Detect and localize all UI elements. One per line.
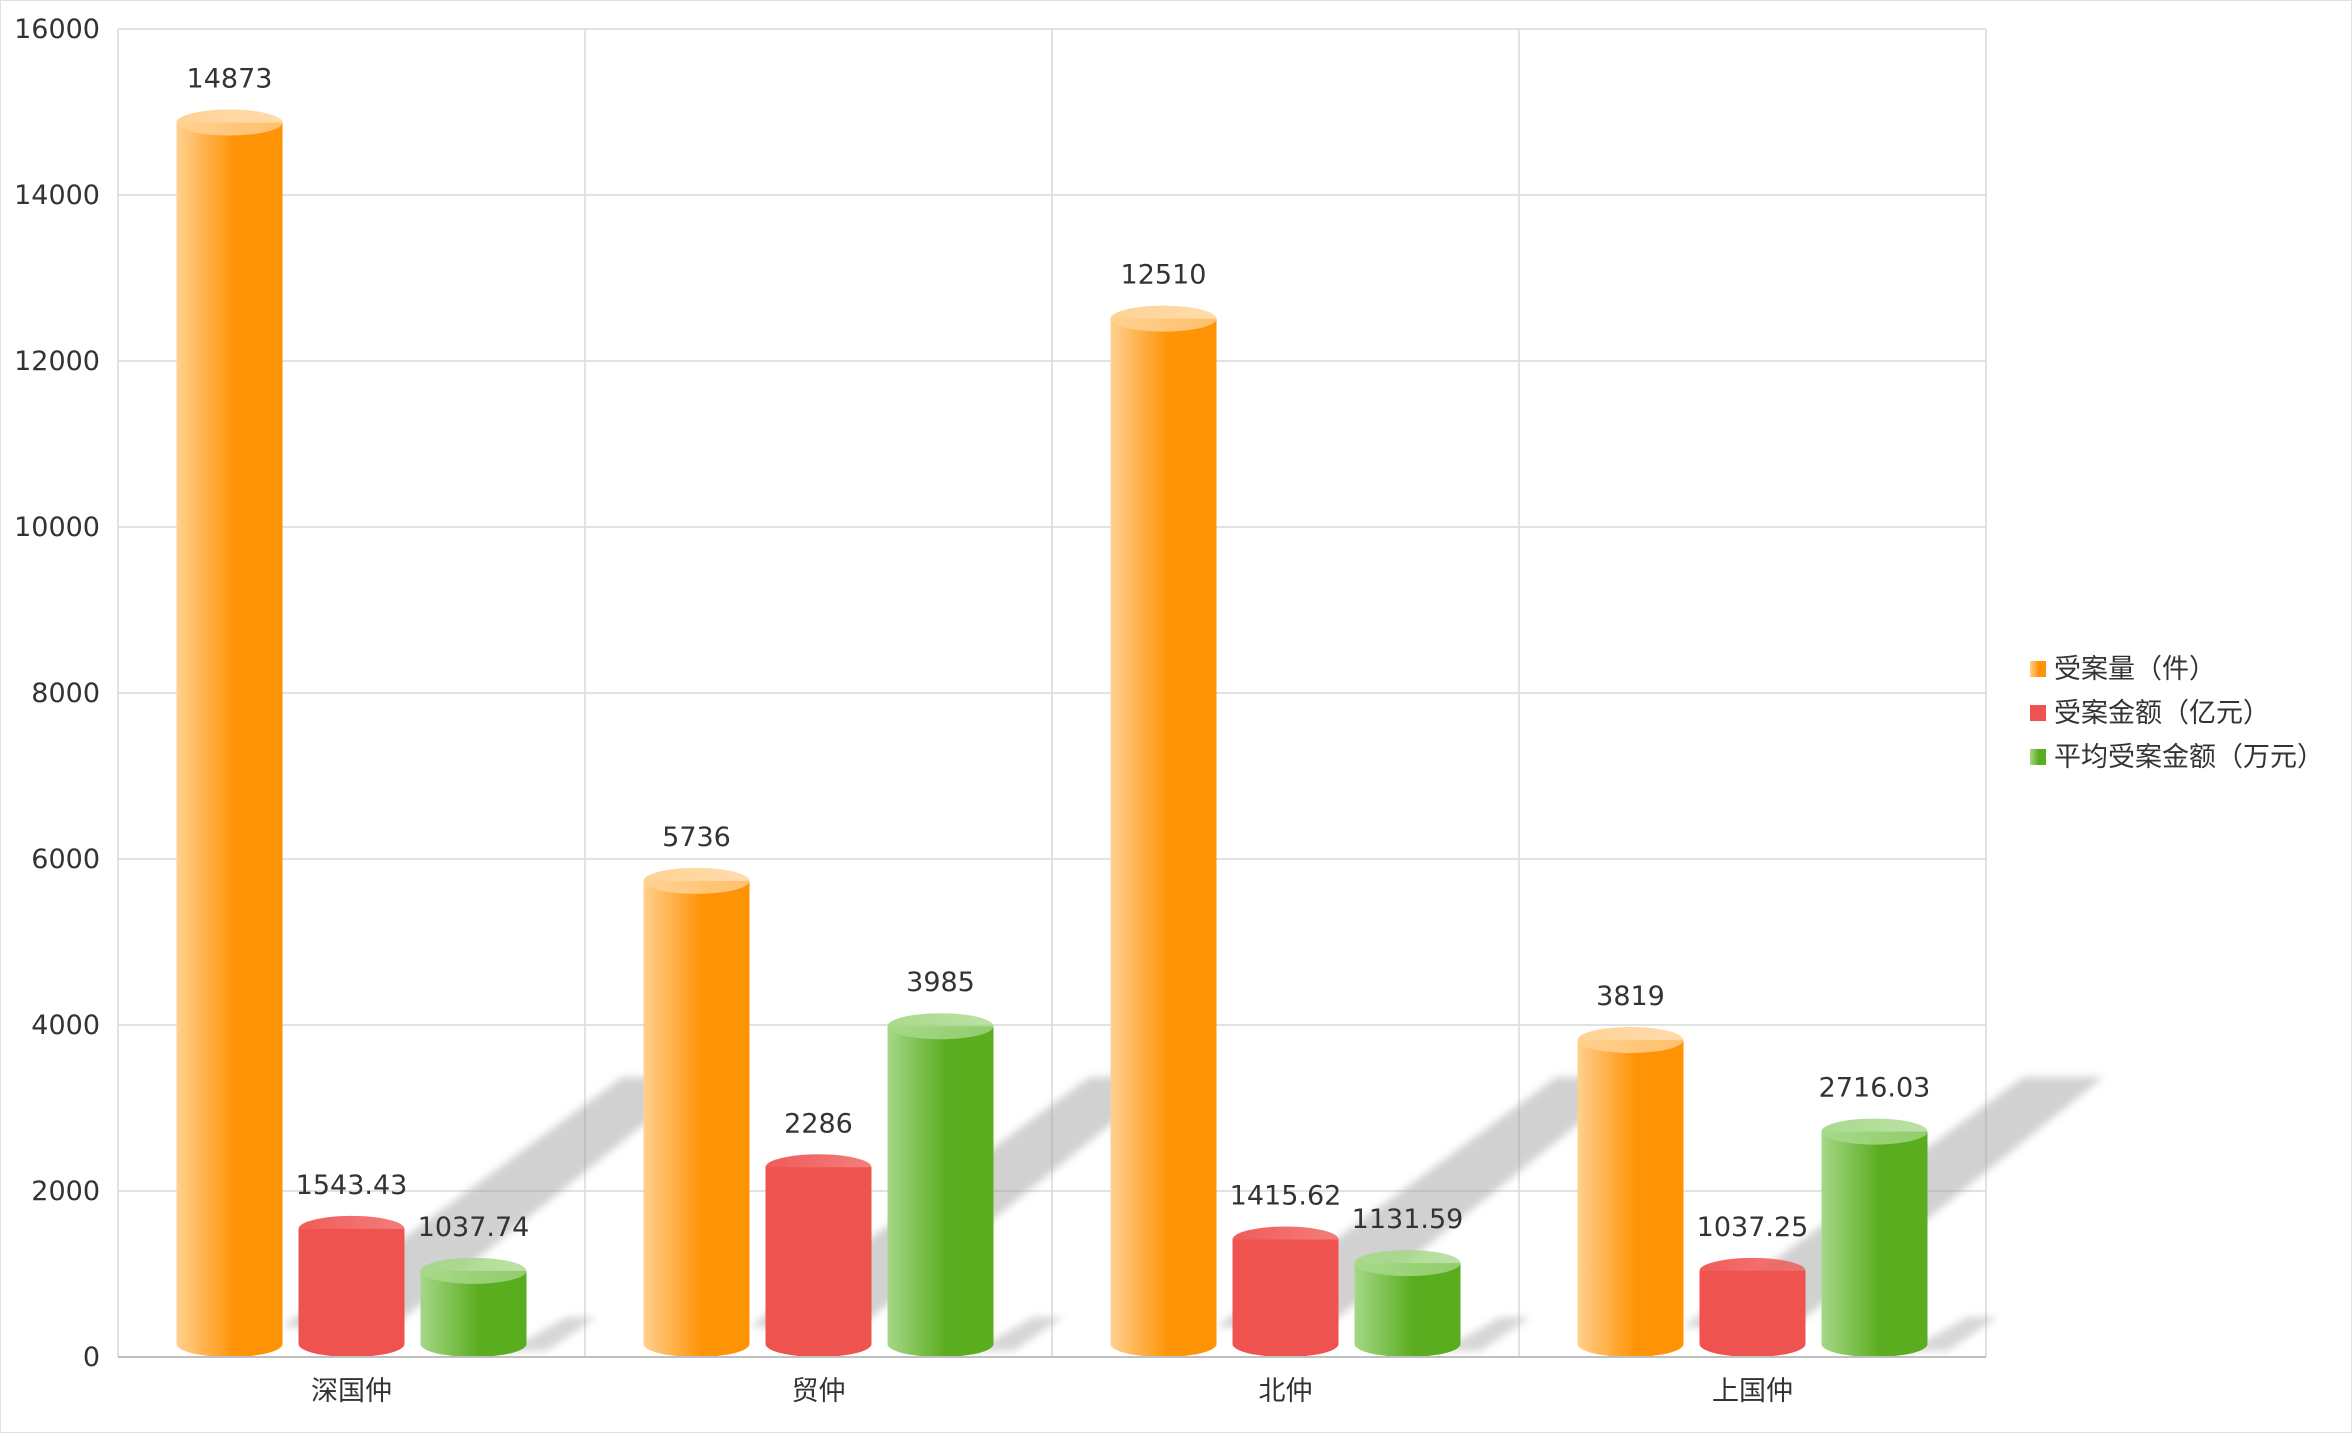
legend-item[interactable]: 受案量（件） [2030, 654, 2216, 685]
bar-body [1232, 1239, 1339, 1358]
bar-body [1699, 1270, 1806, 1358]
data-label: 1415.62 [1230, 1181, 1342, 1212]
bar-body [1110, 318, 1217, 1358]
bar[interactable] [1821, 1118, 1928, 1358]
bar-body [887, 1026, 994, 1358]
bar-top [1354, 1250, 1461, 1277]
bar[interactable] [1354, 1250, 1461, 1358]
bar-top [298, 1215, 405, 1242]
bar-top [887, 1013, 994, 1040]
y-tick-label: 2000 [31, 1176, 100, 1207]
bar-top [1577, 1027, 1684, 1054]
y-tick-label: 8000 [31, 678, 100, 709]
y-tick-label: 4000 [31, 1010, 100, 1041]
data-label: 3819 [1596, 981, 1665, 1012]
data-label: 1131.59 [1352, 1204, 1464, 1235]
legend-swatch [2030, 749, 2046, 765]
data-label: 5736 [662, 822, 731, 853]
legend-item[interactable]: 平均受案金额（万元） [2030, 742, 2324, 773]
bar-body [298, 1228, 405, 1358]
data-label: 1037.74 [418, 1212, 530, 1243]
bar-top [420, 1257, 527, 1284]
legend-label: 平均受案金额（万元） [2054, 742, 2324, 773]
bar-top [765, 1154, 872, 1181]
bar[interactable] [765, 1154, 872, 1357]
data-label: 2286 [784, 1108, 853, 1139]
bar-top [176, 109, 283, 136]
data-labels: 14873 1543.43 1037.74 5736 2286 3985 12510 1415… [187, 64, 1931, 1243]
data-label: 1037.25 [1697, 1212, 1809, 1243]
legend[interactable]: 受案量（件） 受案金额（亿元） 平均受案金额（万元） [2030, 654, 2324, 773]
bar-body [1577, 1040, 1684, 1358]
x-tick-label: 北仲 [1259, 1376, 1313, 1407]
bar-top [643, 867, 750, 894]
bar-body [420, 1270, 527, 1358]
bars [176, 109, 1928, 1358]
bar-body [1821, 1131, 1928, 1358]
data-label: 14873 [187, 64, 273, 95]
bar-body [176, 122, 283, 1358]
x-tick-label: 贸仲 [792, 1376, 846, 1407]
bar[interactable] [887, 1013, 994, 1358]
bar-body [765, 1167, 872, 1357]
data-label: 1543.43 [296, 1170, 408, 1201]
bar[interactable] [176, 109, 283, 1358]
x-tick-label: 上国仲 [1712, 1376, 1793, 1407]
bar-shadow [1907, 1317, 1998, 1351]
legend-swatch [2030, 661, 2046, 677]
legend-label: 受案金额（亿元） [2054, 698, 2270, 729]
data-label: 12510 [1121, 260, 1207, 291]
y-tick-label: 10000 [14, 512, 100, 543]
bar-shadow [973, 1317, 1064, 1351]
y-tick-label: 0 [83, 1342, 100, 1373]
bar-top [1232, 1226, 1339, 1253]
bar[interactable] [643, 867, 750, 1358]
bar[interactable] [298, 1215, 405, 1358]
bar-top [1821, 1118, 1928, 1145]
bar[interactable] [1577, 1027, 1684, 1358]
bar[interactable] [1232, 1226, 1339, 1358]
bar-top [1699, 1257, 1806, 1284]
y-tick-label: 12000 [14, 346, 100, 377]
legend-item[interactable]: 受案金额（亿元） [2030, 698, 2270, 729]
bar-body [643, 880, 750, 1358]
y-tick-label: 14000 [14, 180, 100, 211]
y-tick-label: 16000 [14, 14, 100, 45]
legend-swatch [2030, 705, 2046, 721]
data-label: 3985 [906, 967, 975, 998]
bar-shadow [506, 1317, 597, 1351]
bar-shadow [1440, 1317, 1531, 1351]
y-tick-label: 6000 [31, 844, 100, 875]
bar-top [1110, 305, 1217, 332]
bar[interactable] [1699, 1257, 1806, 1358]
bar-body [1354, 1263, 1461, 1358]
data-label: 2716.03 [1819, 1073, 1931, 1104]
bar[interactable] [420, 1257, 527, 1358]
legend-label: 受案量（件） [2054, 654, 2216, 685]
x-tick-label: 深国仲 [311, 1376, 392, 1407]
bar[interactable] [1110, 305, 1217, 1358]
